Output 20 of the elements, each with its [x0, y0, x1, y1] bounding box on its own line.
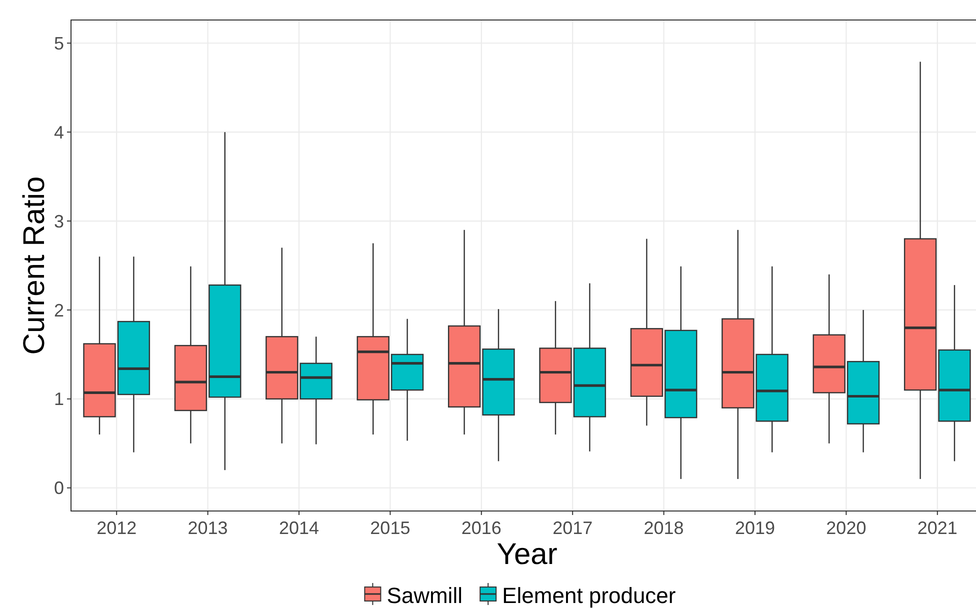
y-tick-label: 5: [54, 33, 64, 54]
x-tick-label: 2021: [917, 518, 958, 538]
x-tick-label: 2016: [461, 518, 502, 538]
y-tick-label: 0: [54, 478, 64, 498]
x-tick-label: 2013: [188, 518, 228, 538]
legend-label: Sawmill: [386, 583, 462, 608]
x-tick-label: 2015: [370, 518, 410, 538]
y-tick-label: 2: [54, 300, 64, 320]
x-tick-label: 2018: [644, 518, 684, 538]
y-axis-title: Current Ratio: [18, 176, 51, 355]
y-tick-label: 1: [54, 389, 64, 410]
y-tick-label: 3: [54, 211, 64, 232]
x-tick-label: 2012: [96, 518, 137, 538]
x-tick-label: 2020: [826, 518, 866, 538]
x-axis-title: Year: [496, 538, 558, 571]
x-tick-label: 2014: [278, 518, 320, 538]
y-tick-label: 4: [54, 122, 64, 142]
legend-label: Element producer: [502, 583, 676, 608]
x-tick-label: 2017: [552, 518, 593, 538]
x-tick-label: 2019: [734, 518, 776, 538]
